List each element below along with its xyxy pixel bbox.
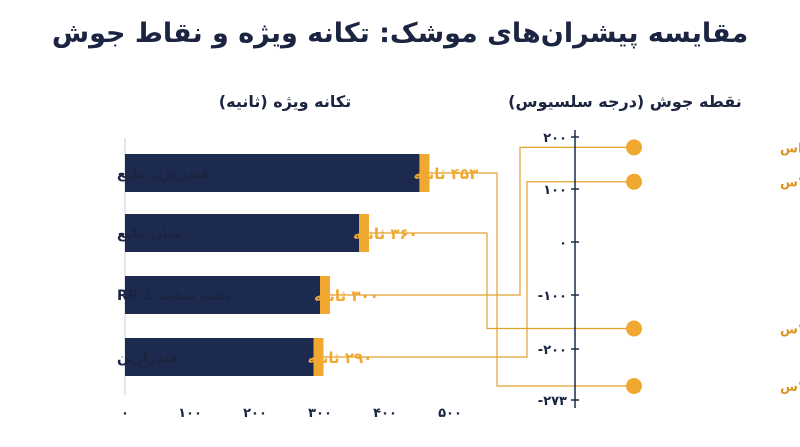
x-tick-label: ۴۰۰ bbox=[373, 406, 397, 421]
boiling-point-marker bbox=[626, 378, 642, 395]
boiling-chart-subtitle: نقطه جوش (درجه سلسیوس) bbox=[508, 92, 742, 111]
connector-line bbox=[330, 146, 628, 296]
chart-title: مقایسه پیشران‌های موشک: تکانه ویژه و نقا… bbox=[51, 18, 749, 49]
boiling-point-label: هیدرازین ۱۱۴°س bbox=[780, 176, 800, 191]
y-tick-label: ۱۰۰ bbox=[543, 183, 567, 198]
bar-cap bbox=[359, 214, 369, 252]
connector-line bbox=[323, 181, 628, 358]
boiling-point-marker bbox=[626, 139, 642, 156]
y-tick-label: ۲۰۰ bbox=[543, 131, 567, 146]
boiling-point-marker bbox=[626, 173, 642, 190]
boiling-point-label: نفت سفید RP-1 ۱۸۰°س bbox=[780, 141, 800, 156]
y-tick-label: -۱۰۰ bbox=[538, 289, 567, 304]
bar-value-label: ۴۵۳ ثانیه bbox=[413, 165, 478, 183]
x-tick-label: ۱۰۰ bbox=[178, 406, 202, 421]
x-tick-label: ۳۰۰ bbox=[308, 406, 332, 421]
category-label: هیدروژن مایع bbox=[117, 166, 211, 182]
category-label: هیدرازین bbox=[117, 350, 179, 366]
bar-value-label: ۳۰۰ ثانیه bbox=[314, 287, 379, 305]
bar bbox=[125, 154, 420, 192]
bar bbox=[125, 214, 359, 252]
category-label: نفت سفید RP-1 bbox=[117, 288, 231, 304]
bar-cap bbox=[313, 338, 324, 376]
x-tick-label: ۵۰۰ bbox=[438, 406, 462, 421]
bar bbox=[125, 276, 320, 314]
y-tick-label: -۲۰۰ bbox=[538, 343, 567, 358]
bar-value-label: ۲۹۰ ثانیه bbox=[308, 349, 373, 367]
boiling-point-label: متان مایع -۱۶۲°س bbox=[780, 322, 800, 337]
boiling-point-label: هیدروژن مایع -۲۵۳°س bbox=[780, 380, 800, 395]
x-tick-label: ۲۰۰ bbox=[243, 406, 267, 421]
y-tick-label: ۰ bbox=[559, 236, 567, 251]
bar-value-label: ۳۶۰ ثانیه bbox=[353, 225, 418, 243]
bar-cap bbox=[320, 276, 330, 314]
category-label: متان مایع bbox=[117, 226, 182, 242]
bar bbox=[125, 338, 314, 376]
y-tick-label: -۲۷۳ bbox=[538, 394, 567, 409]
bar-cap bbox=[419, 154, 430, 192]
connector-line bbox=[429, 172, 628, 387]
connector-line bbox=[369, 232, 628, 330]
isp-chart-subtitle: تکانه ویژه (ثانیه) bbox=[218, 92, 352, 111]
boiling-point-marker bbox=[626, 320, 642, 337]
x-tick-label: ۰ bbox=[121, 406, 129, 421]
